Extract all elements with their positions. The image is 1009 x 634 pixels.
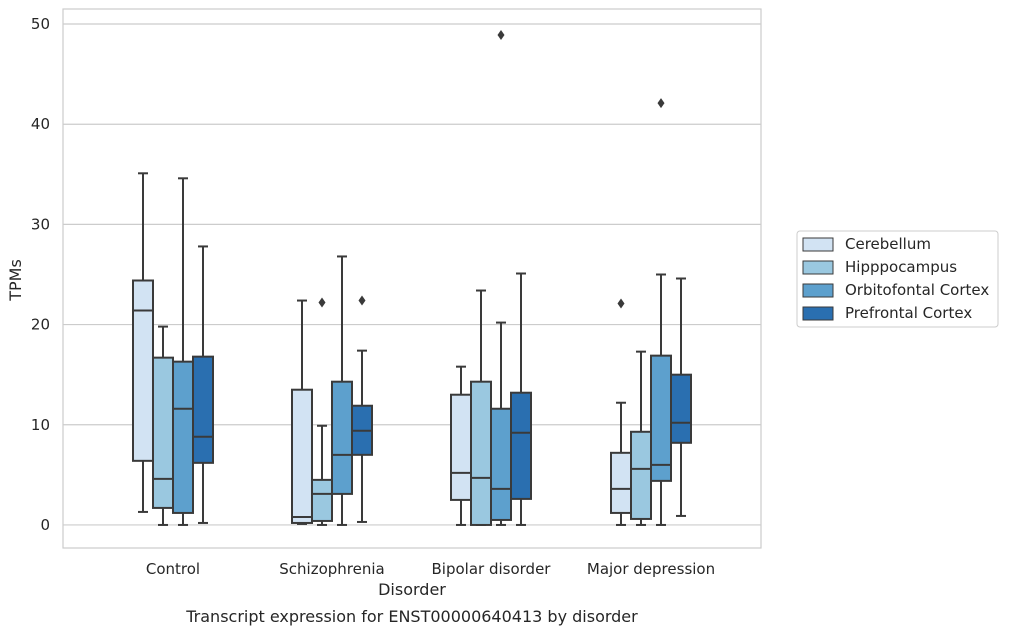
box-3-3 (670, 277, 692, 517)
box-1-0 (152, 325, 174, 526)
box-iqr (510, 391, 532, 500)
legend-label-3: Prefrontal Cortex (845, 304, 972, 322)
legend-box (796, 230, 999, 328)
box-1-3 (630, 350, 652, 526)
outlier-0 (657, 98, 665, 109)
chart-caption: Transcript expression for ENST0000064041… (185, 607, 638, 626)
box-iqr (650, 354, 672, 482)
x-tick-label-2: Bipolar disorder (432, 560, 552, 578)
box-2-3 (650, 98, 672, 526)
box-2-0 (172, 177, 194, 526)
outlier-0 (617, 298, 625, 309)
y-tick-label-10: 10 (31, 416, 50, 434)
box-iqr (172, 360, 194, 514)
outlier-0 (358, 295, 366, 306)
x-axis-label: Disorder (378, 580, 446, 599)
box-3-0 (192, 245, 214, 524)
box-iqr (450, 393, 472, 501)
box-3-1 (351, 295, 373, 523)
y-tick-label-0: 0 (40, 516, 50, 534)
outlier-0 (497, 30, 505, 41)
y-tick-label-40: 40 (31, 115, 50, 133)
legend-label-1: Hipppocampus (845, 258, 957, 276)
legend-label-2: Orbitofontal Cortex (845, 281, 989, 299)
outlier-0 (318, 297, 326, 308)
box-iqr (291, 388, 313, 524)
legend-label-0: Cerebellum (845, 235, 931, 253)
box-iqr (610, 451, 632, 514)
legend-swatch-0 (802, 237, 834, 252)
box-iqr (192, 355, 214, 464)
plot-frame (62, 8, 762, 549)
box-iqr (311, 478, 333, 522)
box-2-1 (331, 255, 353, 526)
x-tick-label-0: Control (146, 560, 200, 578)
box-2-2 (490, 30, 512, 526)
box-iqr (331, 380, 353, 495)
x-tick-label-1: Schizophrenia (279, 560, 384, 578)
box-3-2 (510, 272, 532, 526)
y-tick-label-30: 30 (31, 215, 50, 233)
box-iqr (490, 407, 512, 521)
x-axis-ticks: Control Schizophrenia Bipolar disorder Majo… (146, 560, 715, 578)
box-iqr (132, 279, 154, 462)
box-1-2 (470, 289, 492, 526)
box-plots (132, 30, 692, 526)
box-0-3 (610, 298, 632, 526)
y-tick-label-50: 50 (31, 15, 50, 33)
y-tick-label-20: 20 (31, 316, 50, 334)
x-tick-label-3: Major depression (587, 560, 715, 578)
legend-swatch-2 (802, 283, 834, 298)
box-iqr (630, 430, 652, 520)
box-iqr (670, 373, 692, 444)
box-iqr (152, 356, 174, 509)
legend: Cerebellum Hipppocampus Orbitofontal Corte… (796, 230, 999, 328)
box-0-1 (291, 299, 313, 525)
box-iqr (470, 380, 492, 526)
y-axis-ticks: 0 10 20 30 40 50 (31, 15, 50, 534)
legend-swatch-3 (802, 306, 834, 321)
box-1-1 (311, 297, 333, 526)
y-axis-label: TPMs (6, 259, 25, 302)
legend-swatch-1 (802, 260, 834, 275)
box-0-2 (450, 365, 472, 526)
